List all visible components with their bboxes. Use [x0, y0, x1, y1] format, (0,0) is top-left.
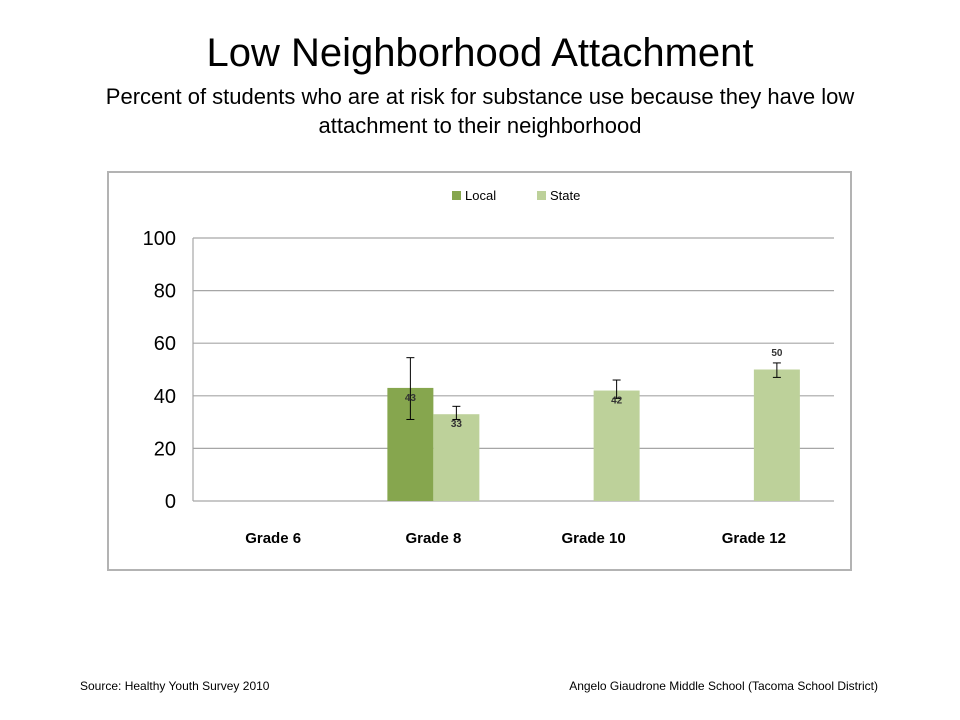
y-tick-label-0: 0 [165, 491, 176, 513]
y-tick-label-40: 40 [154, 386, 176, 408]
y-tick-label-20: 20 [154, 438, 176, 460]
bar-state-3 [753, 369, 800, 501]
data-label-local-1: 43 [405, 393, 417, 404]
data-label-state-1: 33 [451, 419, 463, 430]
school-note: Angelo Giaudrone Middle School (Tacoma S… [569, 679, 878, 693]
page-subtitle: Percent of students who are at risk for … [105, 84, 855, 138]
page-title: Low Neighborhood Attachment [206, 31, 754, 75]
legend-label-state: State [550, 188, 580, 203]
x-tick-label-0: Grade 6 [245, 530, 301, 547]
x-tick-label-3: Grade 12 [722, 530, 786, 547]
y-tick-label-80: 80 [154, 281, 176, 303]
data-label-state-3: 50 [771, 348, 783, 359]
bar-state-1 [433, 414, 480, 501]
source-note: Source: Healthy Youth Survey 2010 [80, 679, 270, 693]
legend-swatch-state [537, 191, 546, 200]
legend-label-local: Local [465, 188, 496, 203]
y-tick-label-100: 100 [143, 228, 176, 250]
chart-frame [107, 171, 852, 571]
legend-swatch-local [452, 191, 461, 200]
y-tick-label-60: 60 [154, 333, 176, 355]
bar-state-2 [593, 390, 640, 501]
data-label-state-2: 42 [611, 396, 623, 407]
x-tick-label-1: Grade 8 [405, 530, 461, 547]
x-tick-label-2: Grade 10 [562, 530, 626, 547]
